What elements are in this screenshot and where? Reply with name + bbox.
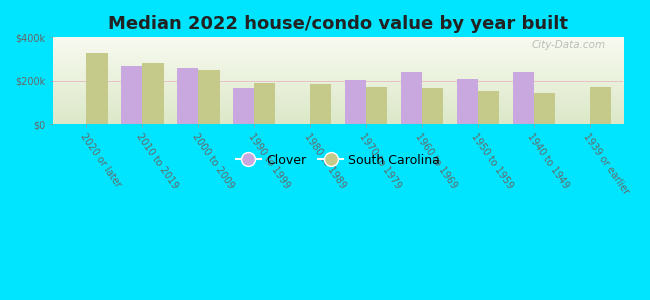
Bar — [344, 80, 366, 124]
Bar — [233, 88, 254, 124]
Bar — [121, 65, 142, 124]
Bar — [422, 88, 443, 124]
Bar — [513, 72, 534, 124]
Bar — [366, 87, 387, 124]
Bar — [456, 79, 478, 124]
Bar — [86, 52, 108, 124]
Bar — [310, 84, 332, 124]
Text: City-Data.com: City-Data.com — [532, 40, 606, 50]
Bar — [590, 87, 611, 124]
Bar — [254, 83, 276, 124]
Bar — [198, 70, 220, 124]
Bar — [400, 72, 422, 124]
Bar — [142, 63, 164, 124]
Bar — [534, 93, 555, 124]
Bar — [177, 68, 198, 124]
Legend: Clover, South Carolina: Clover, South Carolina — [231, 148, 445, 172]
Bar — [478, 91, 499, 124]
Title: Median 2022 house/condo value by year built: Median 2022 house/condo value by year bu… — [108, 15, 568, 33]
